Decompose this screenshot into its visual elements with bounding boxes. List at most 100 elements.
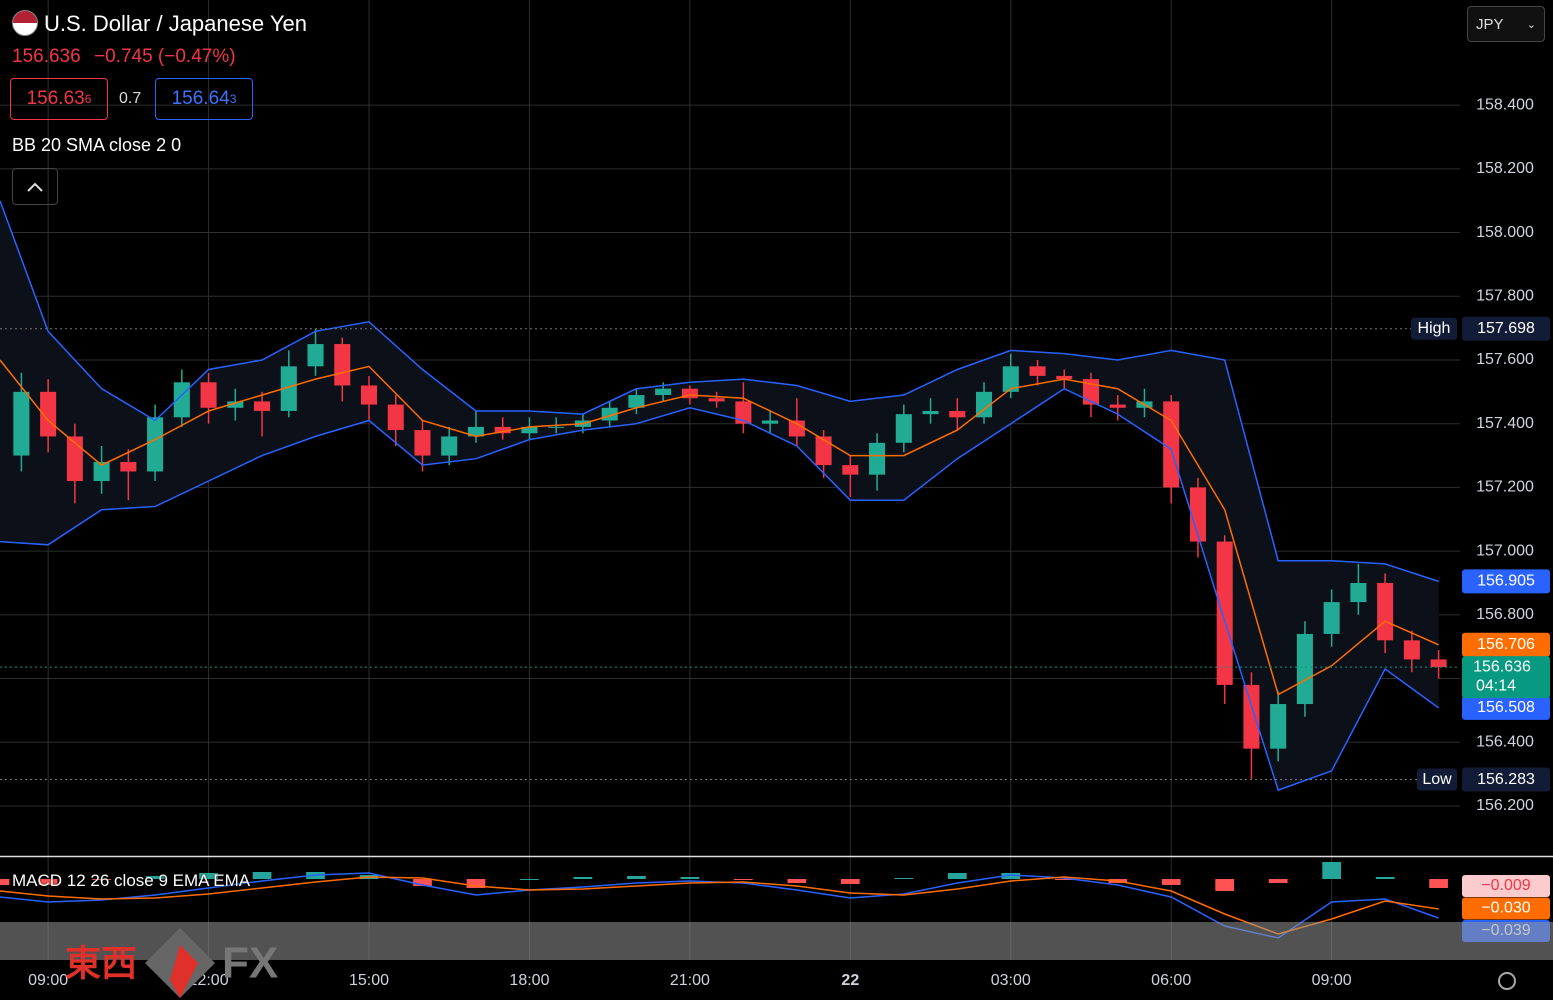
candle-body	[628, 395, 645, 408]
histogram-bar	[627, 876, 646, 879]
x-tick-label: 21:00	[670, 972, 710, 989]
histogram-bar	[787, 879, 807, 883]
logo-icon-accent	[170, 945, 198, 998]
band-value: 156.508	[1477, 699, 1535, 716]
candle-body	[280, 366, 297, 411]
x-tick-label: 09:00	[28, 972, 68, 989]
candle-body	[976, 391, 993, 418]
candle-body	[147, 417, 164, 472]
current-price: 156.636	[1473, 658, 1531, 675]
candle-body	[1243, 684, 1260, 749]
histogram-bar	[199, 873, 218, 879]
countdown: 04:14	[1476, 677, 1516, 694]
x-tick-label: 22	[841, 972, 859, 989]
histogram-bar	[947, 873, 967, 879]
x-tick-label: 03:00	[991, 972, 1031, 989]
candle-body	[1082, 379, 1100, 405]
marker-value: 157.698	[1477, 320, 1535, 337]
histogram-bar	[894, 878, 914, 879]
candle-body	[788, 420, 805, 437]
macd-value: −0.030	[1481, 900, 1530, 917]
collapse-button[interactable]	[12, 168, 58, 205]
bb-legend: BB 20 SMA close 2 0	[12, 135, 182, 155]
histogram-bar	[1001, 873, 1021, 879]
band-area	[0, 200, 1439, 791]
logo-text: 東西	[65, 943, 137, 984]
y-tick-label: 157.400	[1476, 415, 1534, 432]
marker-label-box	[1417, 768, 1457, 791]
flag-icon	[12, 10, 38, 36]
candle-body	[949, 410, 966, 418]
candle-body	[708, 398, 725, 402]
candle-body	[441, 436, 458, 456]
marker-value-box	[1462, 316, 1550, 341]
candle-body	[467, 426, 484, 437]
band-line	[0, 200, 1439, 583]
candle-body	[1189, 487, 1206, 542]
marker-label-box	[1411, 317, 1457, 340]
y-tick-label: 158.000	[1476, 224, 1534, 241]
marker-label: High	[1418, 320, 1451, 337]
candle-body	[1056, 375, 1073, 380]
candle-body	[1430, 659, 1447, 668]
symbol-title: U.S. Dollar / Japanese Yen	[44, 11, 307, 36]
ask-pip: 3	[229, 92, 237, 106]
candle-body	[1216, 541, 1233, 685]
candle-body	[360, 385, 378, 405]
candle-body	[13, 391, 30, 456]
marker-label: Low	[1422, 771, 1452, 788]
buy-button[interactable]: 156.64 3	[155, 78, 253, 120]
candle-body	[307, 344, 324, 367]
bid-price: 156.63	[26, 88, 85, 109]
candle-body	[1029, 366, 1046, 376]
candle-body	[1163, 401, 1180, 488]
marker-value-box	[1462, 767, 1550, 792]
histogram-bar	[145, 876, 165, 879]
band-value-box	[1462, 569, 1550, 594]
y-tick-label: 156.400	[1476, 733, 1534, 750]
candle-body	[1377, 582, 1394, 641]
y-tick-label: 157.200	[1476, 479, 1534, 496]
histogram-bar	[1215, 879, 1235, 891]
y-tick-label: 158.400	[1476, 96, 1534, 113]
candle-body	[254, 401, 271, 411]
candle-body	[1350, 582, 1367, 603]
ask-price: 156.64	[171, 88, 230, 109]
macd-legend: MACD 12 26 close 9 EMA EMA	[12, 871, 251, 890]
macd-value-box	[1462, 875, 1550, 897]
x-tick-label: 06:00	[1151, 972, 1191, 989]
y-tick-label: 156.200	[1476, 797, 1534, 814]
candle-body	[895, 414, 912, 443]
histogram-bar	[38, 879, 58, 885]
last-price: 156.636	[12, 46, 81, 67]
candle-body	[1403, 640, 1420, 660]
candle-body	[200, 382, 217, 408]
band-line	[0, 387, 1440, 792]
histogram-bar	[92, 879, 111, 880]
band-value-box	[1462, 632, 1550, 657]
candle-body	[762, 420, 779, 424]
candle-body	[1002, 366, 1019, 392]
settings-icon[interactable]	[1498, 972, 1516, 990]
candle-body	[1323, 602, 1340, 634]
sell-button[interactable]: 156.63 6	[10, 78, 108, 120]
candle-body	[681, 388, 698, 399]
y-tick-label: 158.200	[1476, 160, 1534, 177]
currency-dropdown[interactable]: JPY ⌄	[1467, 6, 1545, 42]
logo-text: FX	[222, 939, 278, 988]
band-value: 156.706	[1477, 636, 1535, 653]
macd-value-box	[1462, 897, 1550, 920]
candle-body	[735, 401, 752, 424]
histogram-bar	[1161, 879, 1181, 885]
histogram-bar	[680, 877, 700, 879]
candle-body	[842, 465, 859, 475]
spread: 0.7	[119, 90, 142, 107]
price-change: −0.745 (−0.47%)	[94, 46, 236, 67]
y-tick-label: 156.800	[1476, 606, 1534, 623]
candle-body	[655, 388, 672, 396]
candle-body	[120, 461, 137, 472]
bid-pip: 6	[84, 92, 92, 106]
band-middle	[0, 359, 1439, 696]
